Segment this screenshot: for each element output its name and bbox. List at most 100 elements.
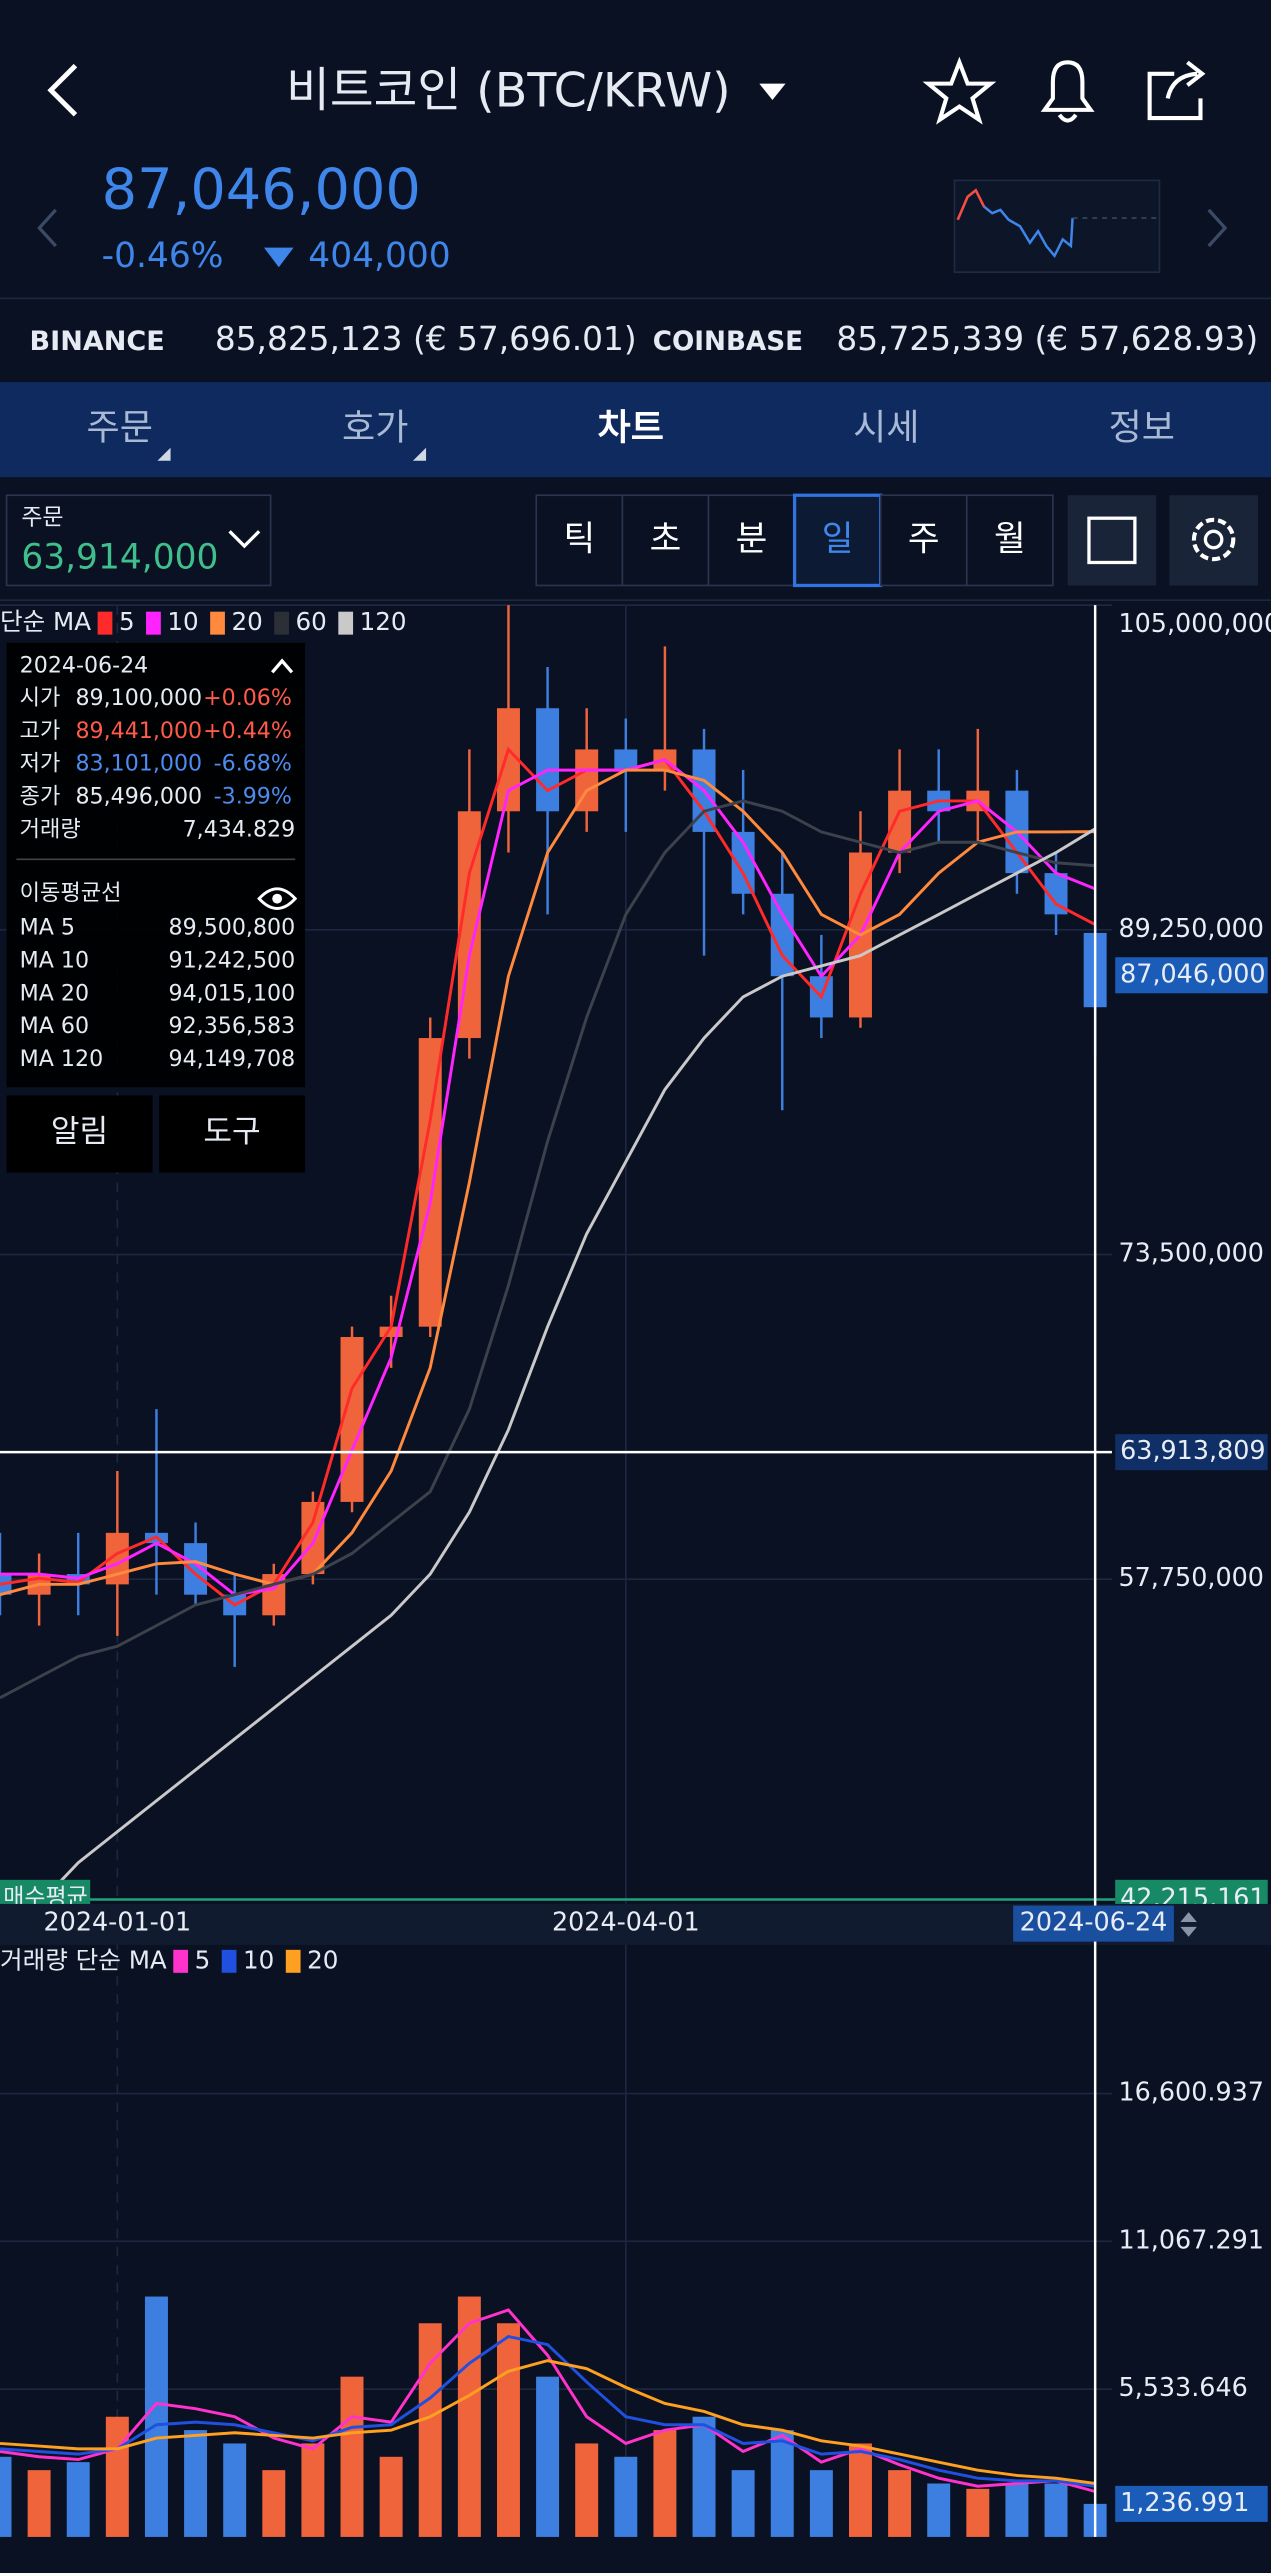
period-label: 월 (994, 520, 1026, 560)
panel-button[interactable] (6, 1095, 153, 1173)
tab[interactable]: 호가 (342, 407, 408, 449)
ohlc-label: 시가 (20, 685, 61, 711)
tab[interactable]: 시세 (853, 407, 919, 449)
candle-body (614, 749, 638, 771)
favorite-icon[interactable] (922, 56, 997, 125)
tab[interactable]: 주문 (87, 407, 153, 449)
exchange-price: 85,725,339 (€ 57,628.93) (836, 320, 1258, 358)
y-tick-label: 89,250,000 (1118, 913, 1263, 943)
period-button[interactable] (965, 494, 1054, 587)
mini-chart-box[interactable] (953, 179, 1161, 274)
ohlc-percent: +0.44% (203, 718, 292, 744)
ma-value: 91,242,500 (169, 947, 296, 973)
candle-body (1044, 873, 1068, 915)
panel-button[interactable] (159, 1095, 306, 1173)
down-triangle (264, 247, 294, 268)
legend-swatch (173, 1949, 189, 1973)
volume-bar (144, 2296, 168, 2537)
volume-bar (262, 2470, 286, 2537)
period-label: 주 (908, 520, 940, 560)
legend-swatch (210, 611, 225, 635)
volume-plot (0, 2296, 1107, 2537)
order-dropdown[interactable] (228, 530, 261, 549)
legend-label: 20 (307, 1945, 338, 1974)
x-tick-label: 2024-04-01 (552, 1907, 700, 1937)
volume-bar (692, 2416, 716, 2537)
ohlc-value: 89,100,000 (75, 685, 202, 711)
next-arrow[interactable] (1207, 208, 1228, 248)
title[interactable]: 비트코인 (BTC/KRW) (286, 63, 731, 118)
ohlc-value: 85,496,000 (75, 783, 202, 809)
period-button[interactable] (792, 493, 883, 588)
candle-body (457, 811, 481, 1039)
share-icon[interactable] (1147, 60, 1206, 121)
alarm-icon[interactable] (1040, 60, 1095, 123)
volume-label: 거래량 (20, 816, 81, 842)
volume-bar (653, 2430, 677, 2537)
title-dropdown[interactable] (759, 83, 786, 101)
tab-menu-indicator (157, 447, 171, 461)
settings-gear (1191, 517, 1236, 562)
visibility-icon-pupil (272, 893, 283, 904)
ohlc-value: 83,101,000 (75, 751, 202, 777)
volume-bar (301, 2443, 325, 2537)
ohlc-percent: -6.68% (214, 751, 292, 777)
volume-bar (418, 2323, 442, 2537)
ohlc-percent: -3.99% (214, 783, 292, 809)
collapse-icon[interactable] (270, 658, 294, 674)
period-label: 일 (822, 520, 854, 560)
legend-swatch (285, 1949, 301, 1973)
volume-bar (927, 2483, 951, 2537)
volume-bar (457, 2296, 481, 2537)
legend-label: 120 (360, 607, 407, 636)
settings-gear-center (1203, 529, 1224, 550)
volume-bar (496, 2323, 520, 2537)
prev-arrow[interactable] (37, 208, 57, 248)
order-box[interactable] (5, 494, 272, 587)
legend-swatch (338, 611, 354, 635)
legend-label: 10 (167, 607, 198, 636)
tab[interactable]: 차트 (598, 407, 664, 449)
period-button[interactable] (535, 494, 624, 587)
volume-bar (184, 2430, 208, 2537)
ma-label: MA 10 (20, 947, 89, 973)
volume-bar (223, 2443, 247, 2537)
exchange-price: 85,825,123 (€ 57,696.01) (215, 320, 637, 358)
ohlc-label: 고가 (20, 718, 61, 744)
ma-value: 89,500,800 (169, 915, 296, 941)
order-value: 63,914,000 (21, 538, 218, 578)
tab[interactable]: 정보 (1109, 407, 1175, 449)
back-button[interactable] (47, 63, 78, 117)
crosshair-value-box (1115, 1434, 1268, 1471)
tab-menu-indicator (412, 447, 427, 461)
change-amount: 404,000 (308, 236, 450, 276)
info-panel: 2024-06-24 시가 89,100,000 +0.06% 고가 89,441,000… (6, 642, 306, 1173)
volume-bar (614, 2456, 638, 2537)
y-tick-label: 57,750,000 (1118, 1562, 1263, 1592)
volume-bar (1005, 2483, 1029, 2537)
ohlc-label: 종가 (20, 783, 61, 809)
y-tick-label: 105,000,000 (1118, 608, 1271, 638)
order-label: 주문 (21, 505, 63, 531)
volume-bar (966, 2488, 990, 2537)
candle-body (418, 1038, 442, 1327)
date-scroll-handle[interactable] (1180, 1912, 1197, 1937)
candle-body (379, 1326, 403, 1337)
legend-title: 단순 MA (0, 607, 91, 636)
info-panel-bg (6, 642, 306, 1088)
volume-bar (0, 2456, 12, 2537)
legend-swatch (221, 1949, 237, 1973)
settings-button[interactable] (1169, 495, 1258, 586)
legend-swatch (274, 611, 289, 635)
visibility-icon[interactable] (257, 887, 298, 910)
layout-button[interactable] (1067, 495, 1157, 586)
candle-body (301, 1501, 325, 1575)
candle-body (536, 708, 560, 812)
period-label: 초 (650, 520, 682, 560)
candle-body (770, 893, 794, 977)
last-price-label: 87,046,000 (1120, 958, 1265, 988)
legend-label: 10 (243, 1945, 274, 1974)
candle-body (731, 831, 755, 894)
